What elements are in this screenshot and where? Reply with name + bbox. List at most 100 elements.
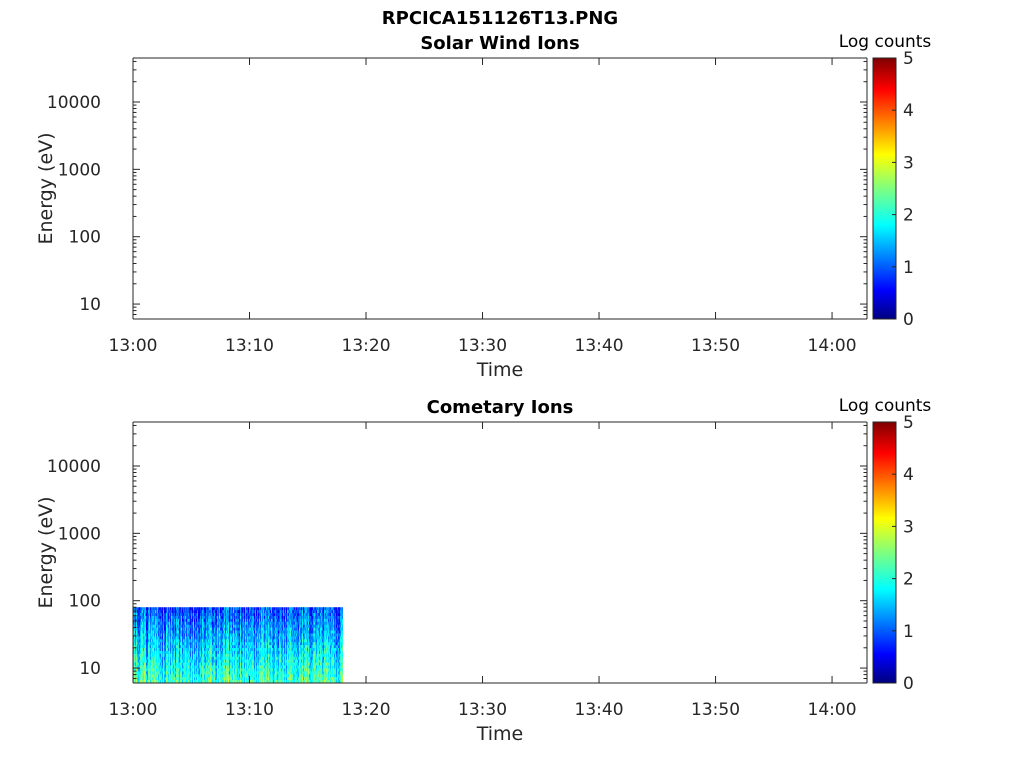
spectrogram-cell (318, 627, 320, 631)
spectrogram-cell (184, 680, 186, 684)
spectrogram-cell (301, 627, 303, 631)
spectrogram-cell (167, 665, 169, 669)
spectrogram-cell (279, 677, 281, 681)
spectrogram-cell (266, 671, 268, 675)
spectrogram-cell (293, 607, 295, 611)
spectrogram-cell (225, 610, 227, 614)
spectrogram-cell (293, 615, 295, 620)
spectrogram-cell (174, 668, 176, 672)
spectrogram-cell (155, 677, 157, 681)
spectrogram-cell (261, 656, 263, 660)
spectrogram-cell (318, 621, 320, 626)
spectrogram-cell (305, 665, 307, 669)
spectrogram-cell (315, 648, 317, 652)
spectrogram-cell (267, 618, 269, 623)
spectrogram-cell (218, 610, 220, 614)
spectrogram-cell (136, 648, 138, 652)
spectrogram-cell (171, 642, 173, 646)
spectrogram-cell (142, 677, 144, 681)
spectrogram-cell (286, 607, 288, 611)
spectrogram-cell (234, 648, 236, 652)
spectrogram-cell (221, 636, 223, 640)
spectrogram-cell (269, 633, 271, 637)
spectrogram-cell (197, 624, 199, 628)
spectrogram-cell (299, 653, 301, 658)
spectrogram-cell (244, 650, 246, 655)
spectrogram-cell (225, 621, 227, 626)
spectrogram-cell (158, 668, 160, 672)
spectrogram-cell (172, 665, 174, 669)
spectrogram-cell (260, 680, 262, 684)
spectrogram-cell (315, 610, 317, 614)
spectrogram-cell (161, 650, 163, 655)
spectrogram-cell (200, 656, 202, 660)
spectrogram-cell (267, 624, 269, 628)
spectrogram-cell (254, 618, 256, 623)
spectrogram-cell (189, 668, 191, 672)
spectrogram-cell (287, 639, 289, 643)
spectrogram-cell (179, 650, 181, 655)
spectrogram-cell (173, 668, 175, 672)
spectrogram-cell (158, 680, 160, 684)
spectrogram-cell (244, 639, 246, 643)
spectrogram-cell (137, 665, 139, 669)
spectrogram-cell (256, 662, 258, 666)
spectrogram-cell (206, 645, 208, 649)
spectrogram-cell (151, 610, 153, 614)
spectrogram-cell (203, 653, 205, 658)
spectrogram-cell (225, 642, 227, 646)
spectrogram-cell (247, 659, 249, 663)
spectrogram-cell (294, 674, 296, 678)
spectrogram-cell (249, 645, 251, 649)
spectrogram-cell (208, 607, 210, 611)
spectrogram-cell (157, 636, 159, 640)
spectrogram-cell (254, 653, 256, 658)
spectrogram-cell (279, 650, 281, 655)
spectrogram-cell (216, 668, 218, 672)
spectrogram-cell (278, 645, 280, 649)
spectrogram-cell (247, 642, 249, 646)
spectrogram-cell (228, 650, 230, 655)
spectrogram-cell (229, 650, 231, 655)
spectrogram-cell (286, 645, 288, 649)
spectrogram-cell (186, 668, 188, 672)
spectrogram-cell (320, 630, 322, 634)
spectrogram-cell (140, 680, 142, 684)
spectrogram-cell (141, 618, 143, 623)
spectrogram-cell (155, 639, 157, 643)
spectrogram-cell (247, 621, 249, 626)
spectrogram-cell (165, 639, 167, 643)
spectrogram-cell (160, 636, 162, 640)
spectrogram-cell (191, 639, 193, 643)
spectrogram-cell (164, 665, 166, 669)
spectrogram-cell (185, 674, 187, 678)
spectrogram-cell (291, 618, 293, 623)
spectrogram-cell (243, 648, 245, 652)
spectrogram-cell (159, 607, 161, 611)
spectrogram-cell (152, 650, 154, 655)
spectrogram-cell (196, 630, 198, 634)
spectrogram-cell (287, 615, 289, 620)
spectrogram-cell (298, 656, 300, 660)
spectrogram-cell (163, 659, 165, 663)
spectrogram-cell (169, 624, 171, 628)
spectrogram-cell (169, 671, 171, 675)
spectrogram-cell (231, 653, 233, 658)
spectrogram-cell (296, 650, 298, 655)
spectrogram-cell (160, 674, 162, 678)
spectrogram-cell (288, 665, 290, 669)
spectrogram-cell (301, 639, 303, 643)
spectrogram-cell (242, 680, 244, 684)
spectrogram-cell (251, 677, 253, 681)
spectrogram-cell (286, 674, 288, 678)
spectrogram-cell (272, 630, 274, 634)
spectrogram-cell (160, 648, 162, 652)
spectrogram-cell (203, 639, 205, 643)
spectrogram-cell (153, 650, 155, 655)
spectrogram-cell (304, 621, 306, 626)
spectrogram-cell (177, 645, 179, 649)
spectrogram-cell (142, 648, 144, 652)
spectrogram-cell (133, 668, 135, 672)
spectrogram-cell (216, 618, 218, 623)
spectrogram-cell (204, 618, 206, 623)
